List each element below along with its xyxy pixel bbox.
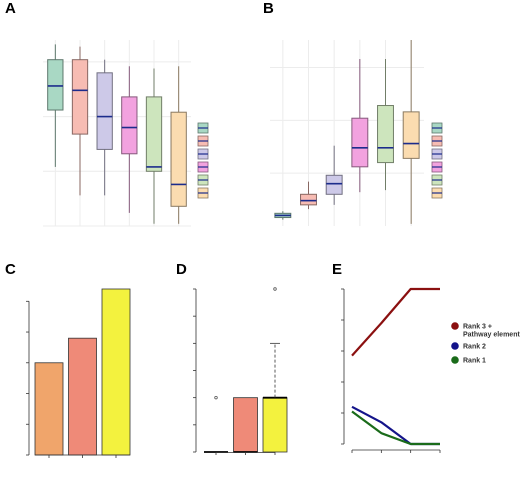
legend-marker <box>451 342 459 350</box>
box <box>96 72 113 150</box>
legend-marker <box>451 356 459 364</box>
chart-d-sentences-box <box>193 287 288 455</box>
box <box>145 96 163 172</box>
legend-item-line: Rank 3 + <box>463 324 492 331</box>
plot-area <box>43 40 191 226</box>
box <box>262 397 288 453</box>
legend-item: Rank 3 + Pathway elements <box>463 324 520 339</box>
box <box>402 111 420 159</box>
outlier-point <box>214 395 218 400</box>
chart-c-nodes-bar <box>26 288 131 458</box>
box <box>351 117 369 168</box>
panel-label-a: A <box>5 0 16 17</box>
legend-item: Rank 1 <box>463 358 486 365</box>
legend-item-line: Pathway elements <box>463 332 520 339</box>
box <box>121 96 138 155</box>
series-line <box>351 410 440 446</box>
box <box>71 59 89 135</box>
bar <box>34 362 64 456</box>
bar <box>101 288 131 456</box>
plot-area <box>270 40 424 226</box>
chart-e-discovery-line: Rank 3 + Pathway elements Rank 2 Rank 1 <box>341 287 520 453</box>
legend-item: Rank 2 <box>463 344 486 351</box>
panel-label-c: C <box>5 261 16 278</box>
legend-item-line: Rank 1 <box>463 358 486 365</box>
box <box>170 111 187 207</box>
box <box>233 397 258 453</box>
chart-a-sensitivity <box>43 40 209 227</box>
box <box>377 105 394 164</box>
box <box>47 59 64 111</box>
outlier-point <box>273 287 277 291</box>
series-line <box>351 287 440 357</box>
box <box>300 193 317 206</box>
panel-label-d: D <box>176 261 187 278</box>
panel-label-b: B <box>263 0 274 17</box>
legend-marker <box>451 322 459 330</box>
box <box>325 174 343 195</box>
chart-b-specificity <box>270 40 443 226</box>
legend-item-line: Rank 2 <box>463 344 486 351</box>
bar <box>68 337 97 456</box>
panel-label-e: E <box>332 261 342 278</box>
